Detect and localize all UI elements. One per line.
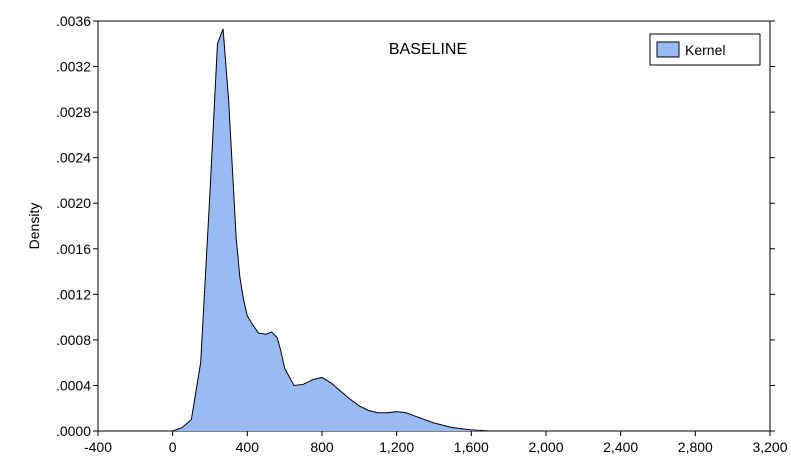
x-tick-label: 400 — [236, 439, 260, 455]
y-tick-label: .0036 — [56, 13, 91, 29]
y-tick-label: .0004 — [56, 377, 91, 393]
x-tick-label: 1,600 — [454, 439, 489, 455]
x-tick-label: 2,000 — [528, 439, 563, 455]
axes-group — [93, 20, 775, 436]
y-tick-label: .0024 — [56, 150, 91, 166]
plot-frame — [97, 20, 771, 432]
y-tick-label: .0020 — [56, 195, 91, 211]
plot-area — [172, 28, 528, 432]
x-tick-label: 1,200 — [379, 439, 414, 455]
y-axis-title: Density — [26, 203, 42, 250]
y-tick-label: .0032 — [56, 59, 91, 75]
y-tick-label: .0028 — [56, 104, 91, 120]
x-tick-label: 3,200 — [752, 439, 787, 455]
legend-swatch — [656, 41, 680, 58]
x-tick-label: 2,800 — [678, 439, 713, 455]
y-tick-label: .0016 — [56, 241, 91, 257]
legend: Kernel — [649, 33, 761, 66]
x-tick-label: -400 — [84, 439, 112, 455]
chart-title: BASELINE — [389, 41, 467, 58]
x-tick-label: 0 — [169, 439, 177, 455]
y-tick-label: .0008 — [56, 332, 91, 348]
y-tick-label: .0000 — [56, 423, 91, 439]
x-tick-label: 2,400 — [603, 439, 638, 455]
density-line — [172, 28, 528, 432]
x-tick-label: 800 — [310, 439, 334, 455]
y-tick-label: .0012 — [56, 286, 91, 302]
legend-label: Kernel — [685, 42, 725, 58]
tick-labels-group: .0000 .0004 .0008 .0012 .0016 .0020 .0024 .0028… — [56, 13, 788, 455]
density-area — [172, 28, 528, 431]
